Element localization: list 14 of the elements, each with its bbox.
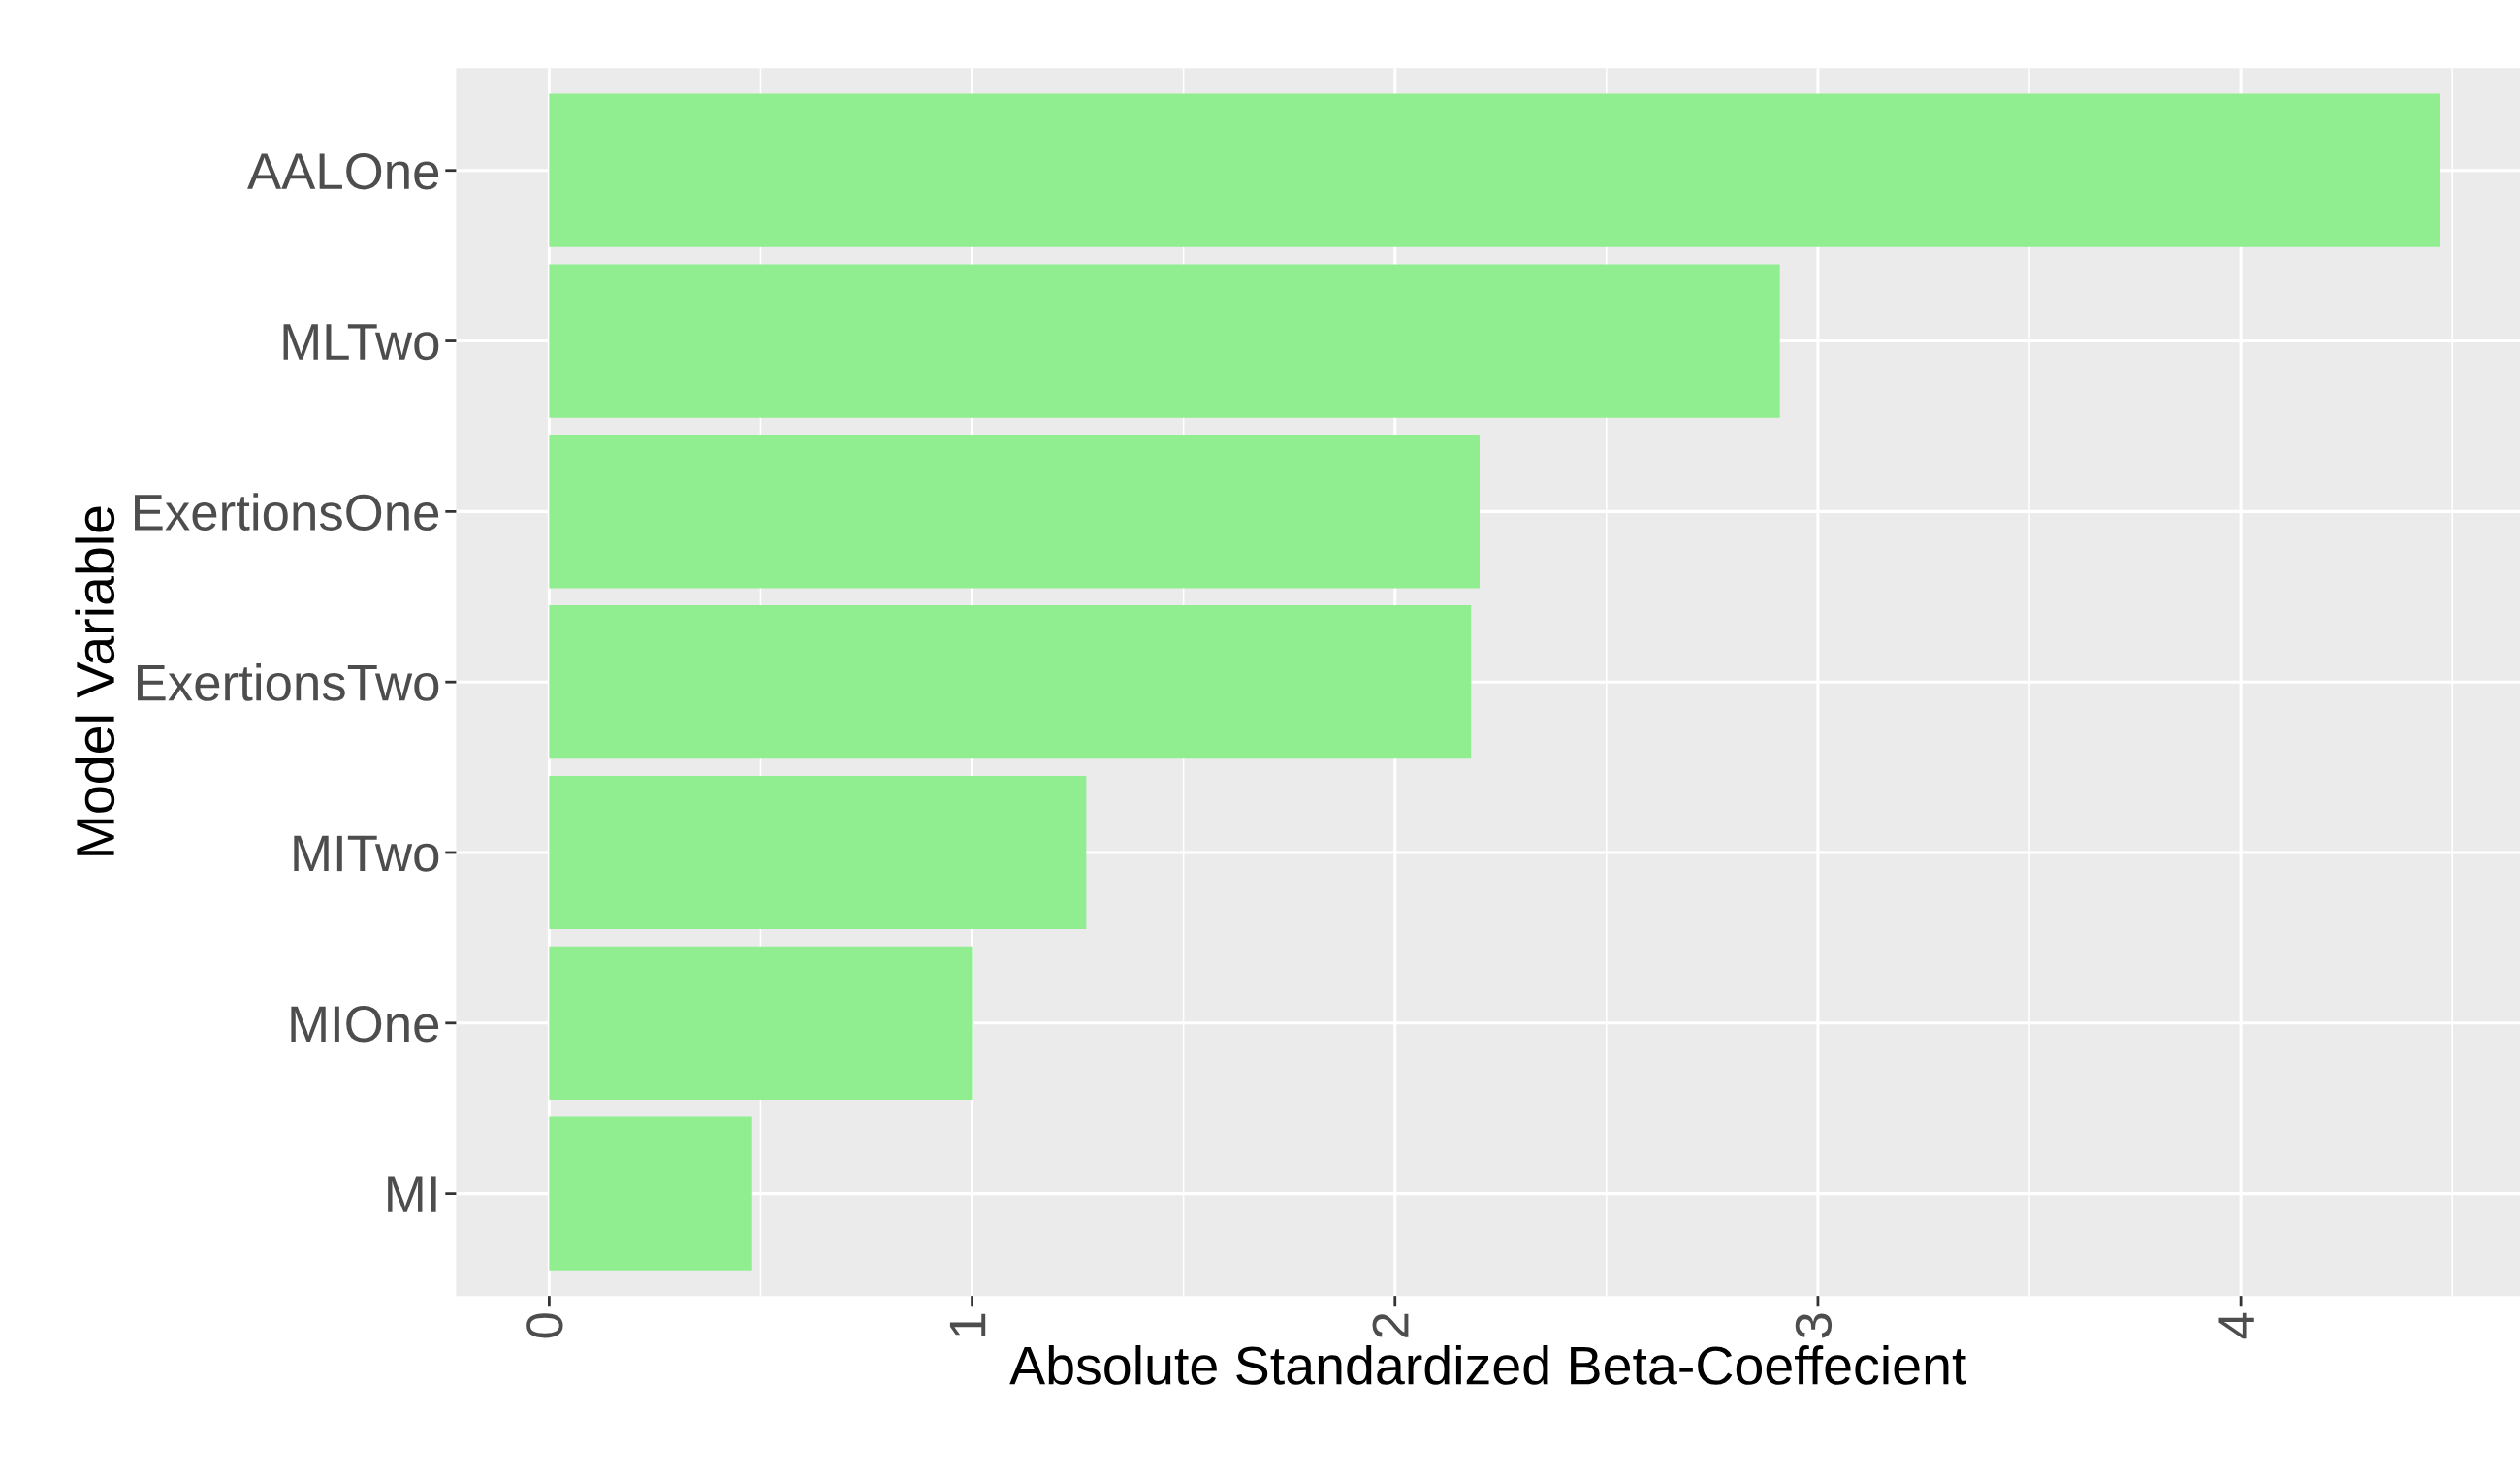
x-tick-label: 3 bbox=[1795, 1313, 1833, 1338]
y-tick-label: AALOne bbox=[247, 153, 439, 190]
x-tick-label: 4 bbox=[2218, 1312, 2254, 1339]
x-tick-label: 2 bbox=[1372, 1313, 1409, 1337]
y-tick-label: MI bbox=[388, 1176, 436, 1212]
y-tick-label: MLTwo bbox=[283, 324, 439, 361]
x-axis-title: Absolute Standardized Beta-Coeffecient bbox=[1009, 1345, 1966, 1385]
y-tick-label: ExertionsOne bbox=[135, 493, 439, 531]
y-tick-label: ExertionsTwo bbox=[137, 663, 439, 701]
x-tick-label: 0 bbox=[526, 1313, 563, 1338]
y-tick-label: MIOne bbox=[291, 1006, 439, 1043]
y-axis-title: Model Variable bbox=[75, 506, 115, 855]
y-tick-label: MITwo bbox=[294, 835, 439, 872]
x-tick-label: 1 bbox=[949, 1313, 986, 1336]
